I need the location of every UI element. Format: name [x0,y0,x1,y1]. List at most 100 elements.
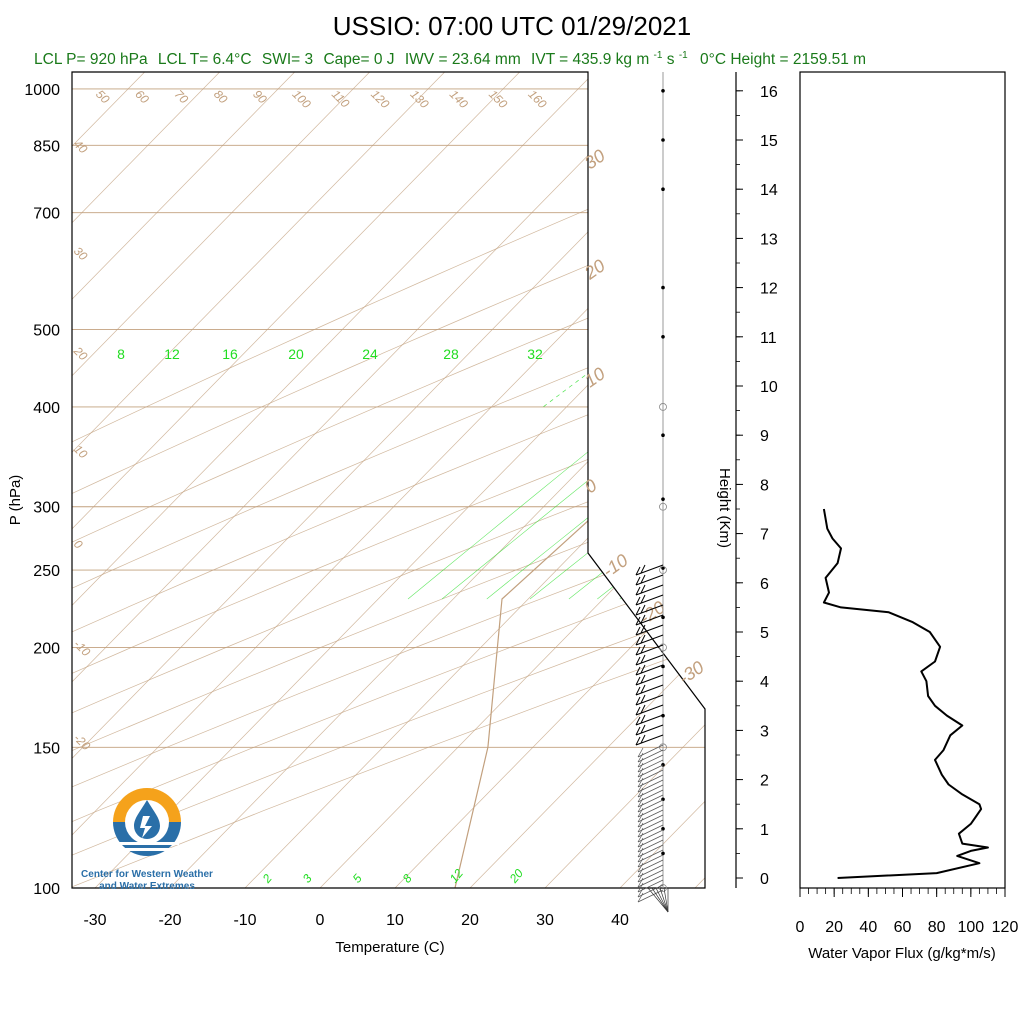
barb-staff [635,614,664,626]
calm-wind-circle [659,884,667,892]
wind-barb [635,654,664,666]
wind-level-dot [661,713,665,718]
mixing-ratio-label-top: 12 [164,346,180,362]
barb-flag [640,604,646,614]
adiabat-label: 30 [581,145,609,173]
height-tick-label: 0 [760,871,769,888]
barb-flag [635,566,641,576]
isotherm-label: 120 [368,87,392,111]
barb-flag [635,646,641,656]
temperature-tick-label: -20 [158,912,181,929]
flux-tick-label: 40 [859,919,877,936]
pressure-tick-label: 200 [33,640,60,657]
barb-flag [635,656,641,666]
barb-staff [635,574,664,586]
isotherm-label: 160 [525,87,549,111]
skew-t-profiles [454,117,705,888]
isotherm-line [72,72,220,888]
barb-staff [635,644,664,656]
parcel-profile [454,117,705,888]
iwv-value: IWV = 23.64 mm [405,51,521,68]
isotherm-label-left: 40 [71,137,91,157]
barb-flag [637,757,644,768]
barb-flag [640,614,646,624]
height-tick-label: 13 [760,231,778,248]
pressure-tick-label: 100 [33,881,60,898]
wind-level-dot [661,433,665,438]
barb-flag [637,802,644,813]
barb-flag [640,694,646,704]
barb-flag [637,772,644,783]
wind-barbs [635,89,669,913]
isotherm-line [770,72,1024,888]
barb-flag [635,696,641,706]
moist-adiabat-line [942,89,1024,407]
temperature-tick-label: 10 [386,912,404,929]
dry-adiabat-line [72,72,705,888]
barb-staff [635,624,664,636]
barb-flag [637,797,644,808]
barb-flag [640,644,646,654]
height-axis-label: Height (Km) [716,468,733,548]
calm-wind-circle [659,403,667,411]
barb-flag [637,837,644,848]
pressure-axis-label: P (hPa) [7,475,24,526]
isotherm-line [544,72,705,888]
adiabat-label: -30 [675,657,708,688]
wind-level-dot [661,335,665,339]
dry-adiabat-line [72,72,705,888]
dry-adiabat-line [72,72,705,888]
wind-barb [635,704,664,716]
wind-level-dot [661,763,665,767]
temperature-tick-label: -10 [233,912,256,929]
barb-staff [635,594,664,606]
isotherm-line [72,72,705,888]
barb-flag [635,636,641,646]
mixing-ratio-line [654,72,705,600]
mixing-ratio-label-bottom: 20 [506,866,526,886]
ivt-exponent-2: -1 [679,50,688,61]
mixing-ratio-line [568,72,705,600]
barb-flag [640,574,646,584]
dry-adiabat-line [72,72,705,888]
temperature-tick-label: 0 [316,912,325,929]
barb-flag [635,626,641,636]
barb-staff [635,584,664,596]
wind-barb [635,564,664,576]
temperature-tick-label: -30 [83,912,106,929]
wind-barb [635,574,664,586]
isotherm-label: 130 [407,87,431,111]
height-tick-label: 3 [760,723,769,740]
mixing-ratio-label-top: 32 [527,346,543,362]
isotherm-line [469,72,705,888]
temperature-tick-label: 40 [611,912,629,929]
temperature-tick-label: 20 [461,912,479,929]
barb-flag [635,676,641,686]
ivt-value: IVT = 435.9 kg m [531,51,649,68]
surface-barb-line [651,887,669,913]
isotherm-label: 140 [447,87,471,111]
wind-barb [635,614,664,626]
wind-level-dot [661,187,665,191]
barb-staff [635,694,664,706]
mixing-ratio-label-bottom: 12 [447,866,467,885]
chart-subtitle: LCL P= 920 hPa LCL T= 6.4°C SWI= 3 Cape=… [34,45,866,68]
barb-flag [640,564,646,574]
flux-tick-label: 20 [825,919,843,936]
barb-flag [635,666,641,676]
barb-staff [635,664,664,676]
barb-flag [640,684,646,694]
barb-flag [637,827,644,838]
barb-staff [635,724,664,736]
barb-flag [640,594,646,604]
wind-barb [635,604,664,616]
mixing-ratio-label-bottom: 2 [259,871,275,886]
moist-adiabat-line [843,89,1024,407]
height-tick-label: 4 [760,674,769,691]
mixing-ratio-line [638,72,705,600]
barb-flag [637,747,644,758]
barb-flag [635,576,641,586]
barb-flag [640,674,646,684]
isotherm-line [394,72,705,888]
isotherm-label: 60 [132,87,152,107]
